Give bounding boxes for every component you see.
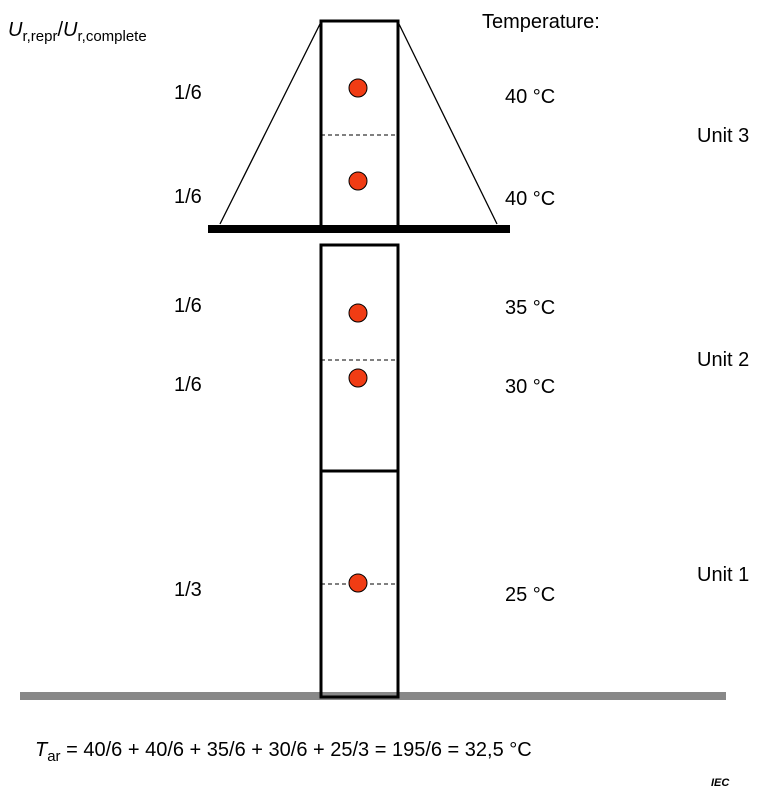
fraction: 1/3 — [174, 579, 202, 601]
fraction: 1/6 — [174, 82, 202, 104]
slash: / — [57, 19, 63, 41]
unit-3-box — [319, 19, 400, 231]
subscript: r,complete — [77, 28, 146, 45]
source: IEC — [711, 777, 730, 789]
fraction: 1/6 — [174, 295, 202, 317]
point — [348, 78, 368, 98]
subscript: ar — [47, 748, 60, 765]
unit-2-box — [319, 243, 400, 473]
point — [348, 171, 368, 191]
temperature-heading: Temperature: — [482, 11, 600, 33]
temperature: 35 °C — [505, 297, 555, 319]
shield-left — [219, 21, 322, 225]
temperature: 40 °C — [505, 86, 555, 108]
fraction: 1/6 — [174, 374, 202, 396]
point — [348, 368, 368, 388]
point — [348, 303, 368, 323]
unit-label: Unit 3 — [697, 125, 749, 147]
shield-right — [397, 21, 498, 225]
dividers — [321, 134, 398, 585]
point — [348, 573, 368, 593]
symbol: U — [8, 19, 23, 41]
unit-label: Unit 1 — [697, 564, 749, 586]
symbol: T — [35, 739, 49, 761]
temperature: 25 °C — [505, 584, 555, 606]
temperature: 40 °C — [505, 188, 555, 210]
formula: Tar = 40/6 + 40/6 + 35/6 + 30/6 + 25/3 =… — [35, 739, 532, 765]
temperature: 30 °C — [505, 376, 555, 398]
fraction: 1/6 — [174, 186, 202, 208]
expression: = 40/6 + 40/6 + 35/6 + 30/6 + 25/3 = 195… — [61, 739, 532, 761]
subscript: r,repr — [22, 28, 57, 45]
unit-label: Unit 2 — [697, 349, 749, 371]
symbol: U — [63, 19, 78, 41]
ratio-label: Ur,repr/Ur,complete — [8, 19, 147, 45]
points — [348, 78, 368, 593]
